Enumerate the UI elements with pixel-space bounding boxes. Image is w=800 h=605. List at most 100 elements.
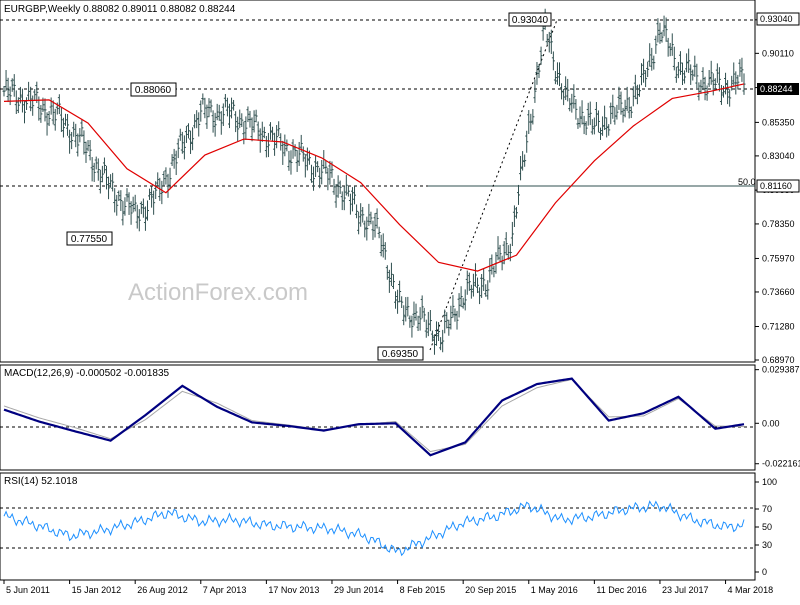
price-bar xyxy=(14,90,18,114)
price-bar xyxy=(314,155,318,178)
annotation-high: 0.93040 xyxy=(508,12,552,27)
price-bar xyxy=(678,51,682,75)
price-bar xyxy=(117,190,121,201)
price-bar xyxy=(504,232,508,256)
price-bar xyxy=(260,121,264,142)
price-bar xyxy=(566,78,570,102)
price-bar xyxy=(39,105,43,123)
price-bar xyxy=(309,164,313,183)
price-bar xyxy=(16,97,20,114)
price-bar xyxy=(365,216,369,241)
price-bar xyxy=(406,296,410,317)
price-bar xyxy=(525,130,529,153)
price-y-tick-label: 0.73660 xyxy=(762,287,795,297)
price-bar xyxy=(168,167,172,190)
price-bar xyxy=(476,277,480,294)
price-bar xyxy=(574,99,578,120)
rsi-y-tick-label: 70 xyxy=(762,504,772,514)
price-bar xyxy=(451,295,455,318)
symbol-header: EURGBP,Weekly 0.88082 0.89011 0.88082 0.… xyxy=(4,4,235,15)
x-tick-label: 7 Apr 2013 xyxy=(203,585,247,595)
price-bar xyxy=(139,201,143,215)
price-bar xyxy=(88,140,92,161)
x-tick-label: 29 Jun 2014 xyxy=(334,585,384,595)
price-bar xyxy=(482,268,486,291)
price-bar xyxy=(531,109,535,125)
macd-header: MACD(12,26,9) -0.000502 -0.001835 xyxy=(4,368,170,379)
price-bar xyxy=(121,201,125,226)
price-y-tick-label: 0.78350 xyxy=(762,219,795,229)
price-bar xyxy=(166,173,170,198)
price-bar xyxy=(722,85,726,98)
price-bar xyxy=(232,99,236,111)
price-bar xyxy=(25,97,29,111)
price-bar xyxy=(471,273,475,297)
price-bar xyxy=(197,112,201,137)
rsi-y-axis: 100 70 50 30 0 xyxy=(755,477,777,577)
price-y-tick-label: 0.71280 xyxy=(762,321,795,331)
moving-average-line xyxy=(3,83,745,272)
price-bar xyxy=(170,154,174,167)
price-bar xyxy=(646,61,650,78)
price-bar xyxy=(592,117,596,135)
price-bar xyxy=(551,51,555,71)
price-bar xyxy=(244,116,248,140)
price-bar xyxy=(687,48,691,73)
rsi-line xyxy=(3,500,745,557)
price-bar xyxy=(728,89,732,107)
price-bar xyxy=(558,62,562,87)
price-bar xyxy=(621,107,625,123)
price-bar xyxy=(8,86,12,106)
price-bar xyxy=(205,104,209,129)
price-bar xyxy=(242,121,246,145)
price-bar xyxy=(252,110,256,133)
price-bar xyxy=(642,58,646,83)
price-bar xyxy=(681,62,685,85)
price-bar xyxy=(373,213,377,238)
price-bar xyxy=(506,245,510,260)
price-bar xyxy=(312,166,316,191)
price-bar xyxy=(443,309,447,334)
price-bar xyxy=(424,319,428,338)
fib-price-badge: 0.81160 xyxy=(756,179,800,193)
price-bar xyxy=(656,18,660,43)
price-bar xyxy=(361,207,365,223)
price-bar xyxy=(363,220,367,238)
price-bar xyxy=(238,109,242,128)
price-bar xyxy=(289,150,293,175)
price-bar xyxy=(396,289,400,314)
price-bar xyxy=(268,122,272,140)
price-bar xyxy=(420,295,424,319)
price-bar xyxy=(74,123,78,148)
svg-text:0.69350: 0.69350 xyxy=(382,349,419,360)
price-bar xyxy=(517,184,521,205)
price-bar xyxy=(726,80,730,105)
price-bar xyxy=(334,184,338,208)
price-bar xyxy=(590,119,594,135)
price-bar xyxy=(324,160,328,174)
price-bar xyxy=(78,128,82,143)
price-bar xyxy=(227,103,231,129)
price-bar xyxy=(732,62,736,86)
price-bar xyxy=(488,258,492,283)
price-bar xyxy=(611,94,615,119)
price-bar xyxy=(109,174,113,188)
price-y-tick-label: 0.75970 xyxy=(762,253,795,263)
price-bar xyxy=(514,206,518,219)
price-bar xyxy=(295,150,299,172)
price-bar xyxy=(664,17,668,42)
price-bar xyxy=(70,131,74,150)
price-bar xyxy=(4,70,8,91)
price-bar xyxy=(178,128,182,141)
price-bar xyxy=(719,84,723,105)
price-bar xyxy=(186,123,190,139)
price-bar xyxy=(408,315,412,328)
price-bar xyxy=(662,15,666,37)
price-bar xyxy=(414,303,418,321)
price-bar xyxy=(33,89,37,101)
price-bar xyxy=(2,85,6,97)
price-bar xyxy=(512,205,516,227)
price-bar xyxy=(156,172,160,187)
price-bar xyxy=(176,138,180,159)
price-bar xyxy=(127,192,131,215)
